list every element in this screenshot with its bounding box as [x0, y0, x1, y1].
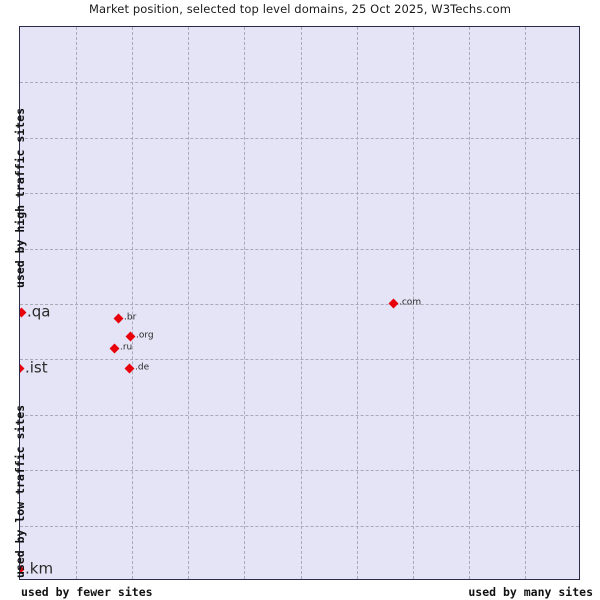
data-point-label: .org	[136, 330, 154, 341]
diamond-marker-icon	[113, 313, 123, 323]
diamond-marker-icon	[124, 363, 134, 373]
x-axis-left-label: used by fewer sites	[21, 585, 153, 599]
gridline-vertical	[76, 27, 77, 579]
gridline-horizontal	[20, 415, 579, 416]
data-point-label: .ist	[25, 358, 48, 377]
scatter-plot-area: .qa .ist .km .br .org .ru .de .com	[19, 26, 580, 580]
gridline-horizontal	[20, 359, 579, 360]
diamond-marker-icon	[109, 343, 119, 353]
diamond-marker-icon	[125, 331, 135, 341]
page-title: Market position, selected top level doma…	[88, 2, 512, 16]
data-point-label: .de	[135, 362, 150, 373]
gridline-horizontal	[20, 193, 579, 194]
gridline-vertical	[301, 27, 302, 579]
diamond-marker-icon	[20, 307, 26, 317]
gridline-vertical	[132, 27, 133, 579]
diamond-marker-icon	[20, 363, 24, 373]
data-point-label: .km	[25, 559, 54, 578]
gridline-horizontal	[20, 304, 579, 305]
grid-layer	[20, 27, 579, 579]
data-point-label: .br	[124, 312, 137, 323]
gridline-horizontal	[20, 526, 579, 527]
gridline-vertical	[357, 27, 358, 579]
x-axis-right-label: used by many sites	[468, 585, 593, 599]
gridline-horizontal	[20, 82, 579, 83]
gridline-vertical	[525, 27, 526, 579]
diamond-marker-icon	[388, 298, 398, 308]
data-point-label: .qa	[27, 302, 51, 321]
gridline-horizontal	[20, 470, 579, 471]
gridline-vertical	[244, 27, 245, 579]
data-point-label: .com	[399, 297, 422, 308]
gridline-vertical	[469, 27, 470, 579]
data-point-label: .ru	[120, 342, 133, 353]
gridline-horizontal	[20, 249, 579, 250]
gridline-vertical	[413, 27, 414, 579]
gridline-vertical	[188, 27, 189, 579]
gridline-horizontal	[20, 138, 579, 139]
data-points-layer: .qa .ist .km .br .org .ru .de .com	[20, 27, 579, 579]
